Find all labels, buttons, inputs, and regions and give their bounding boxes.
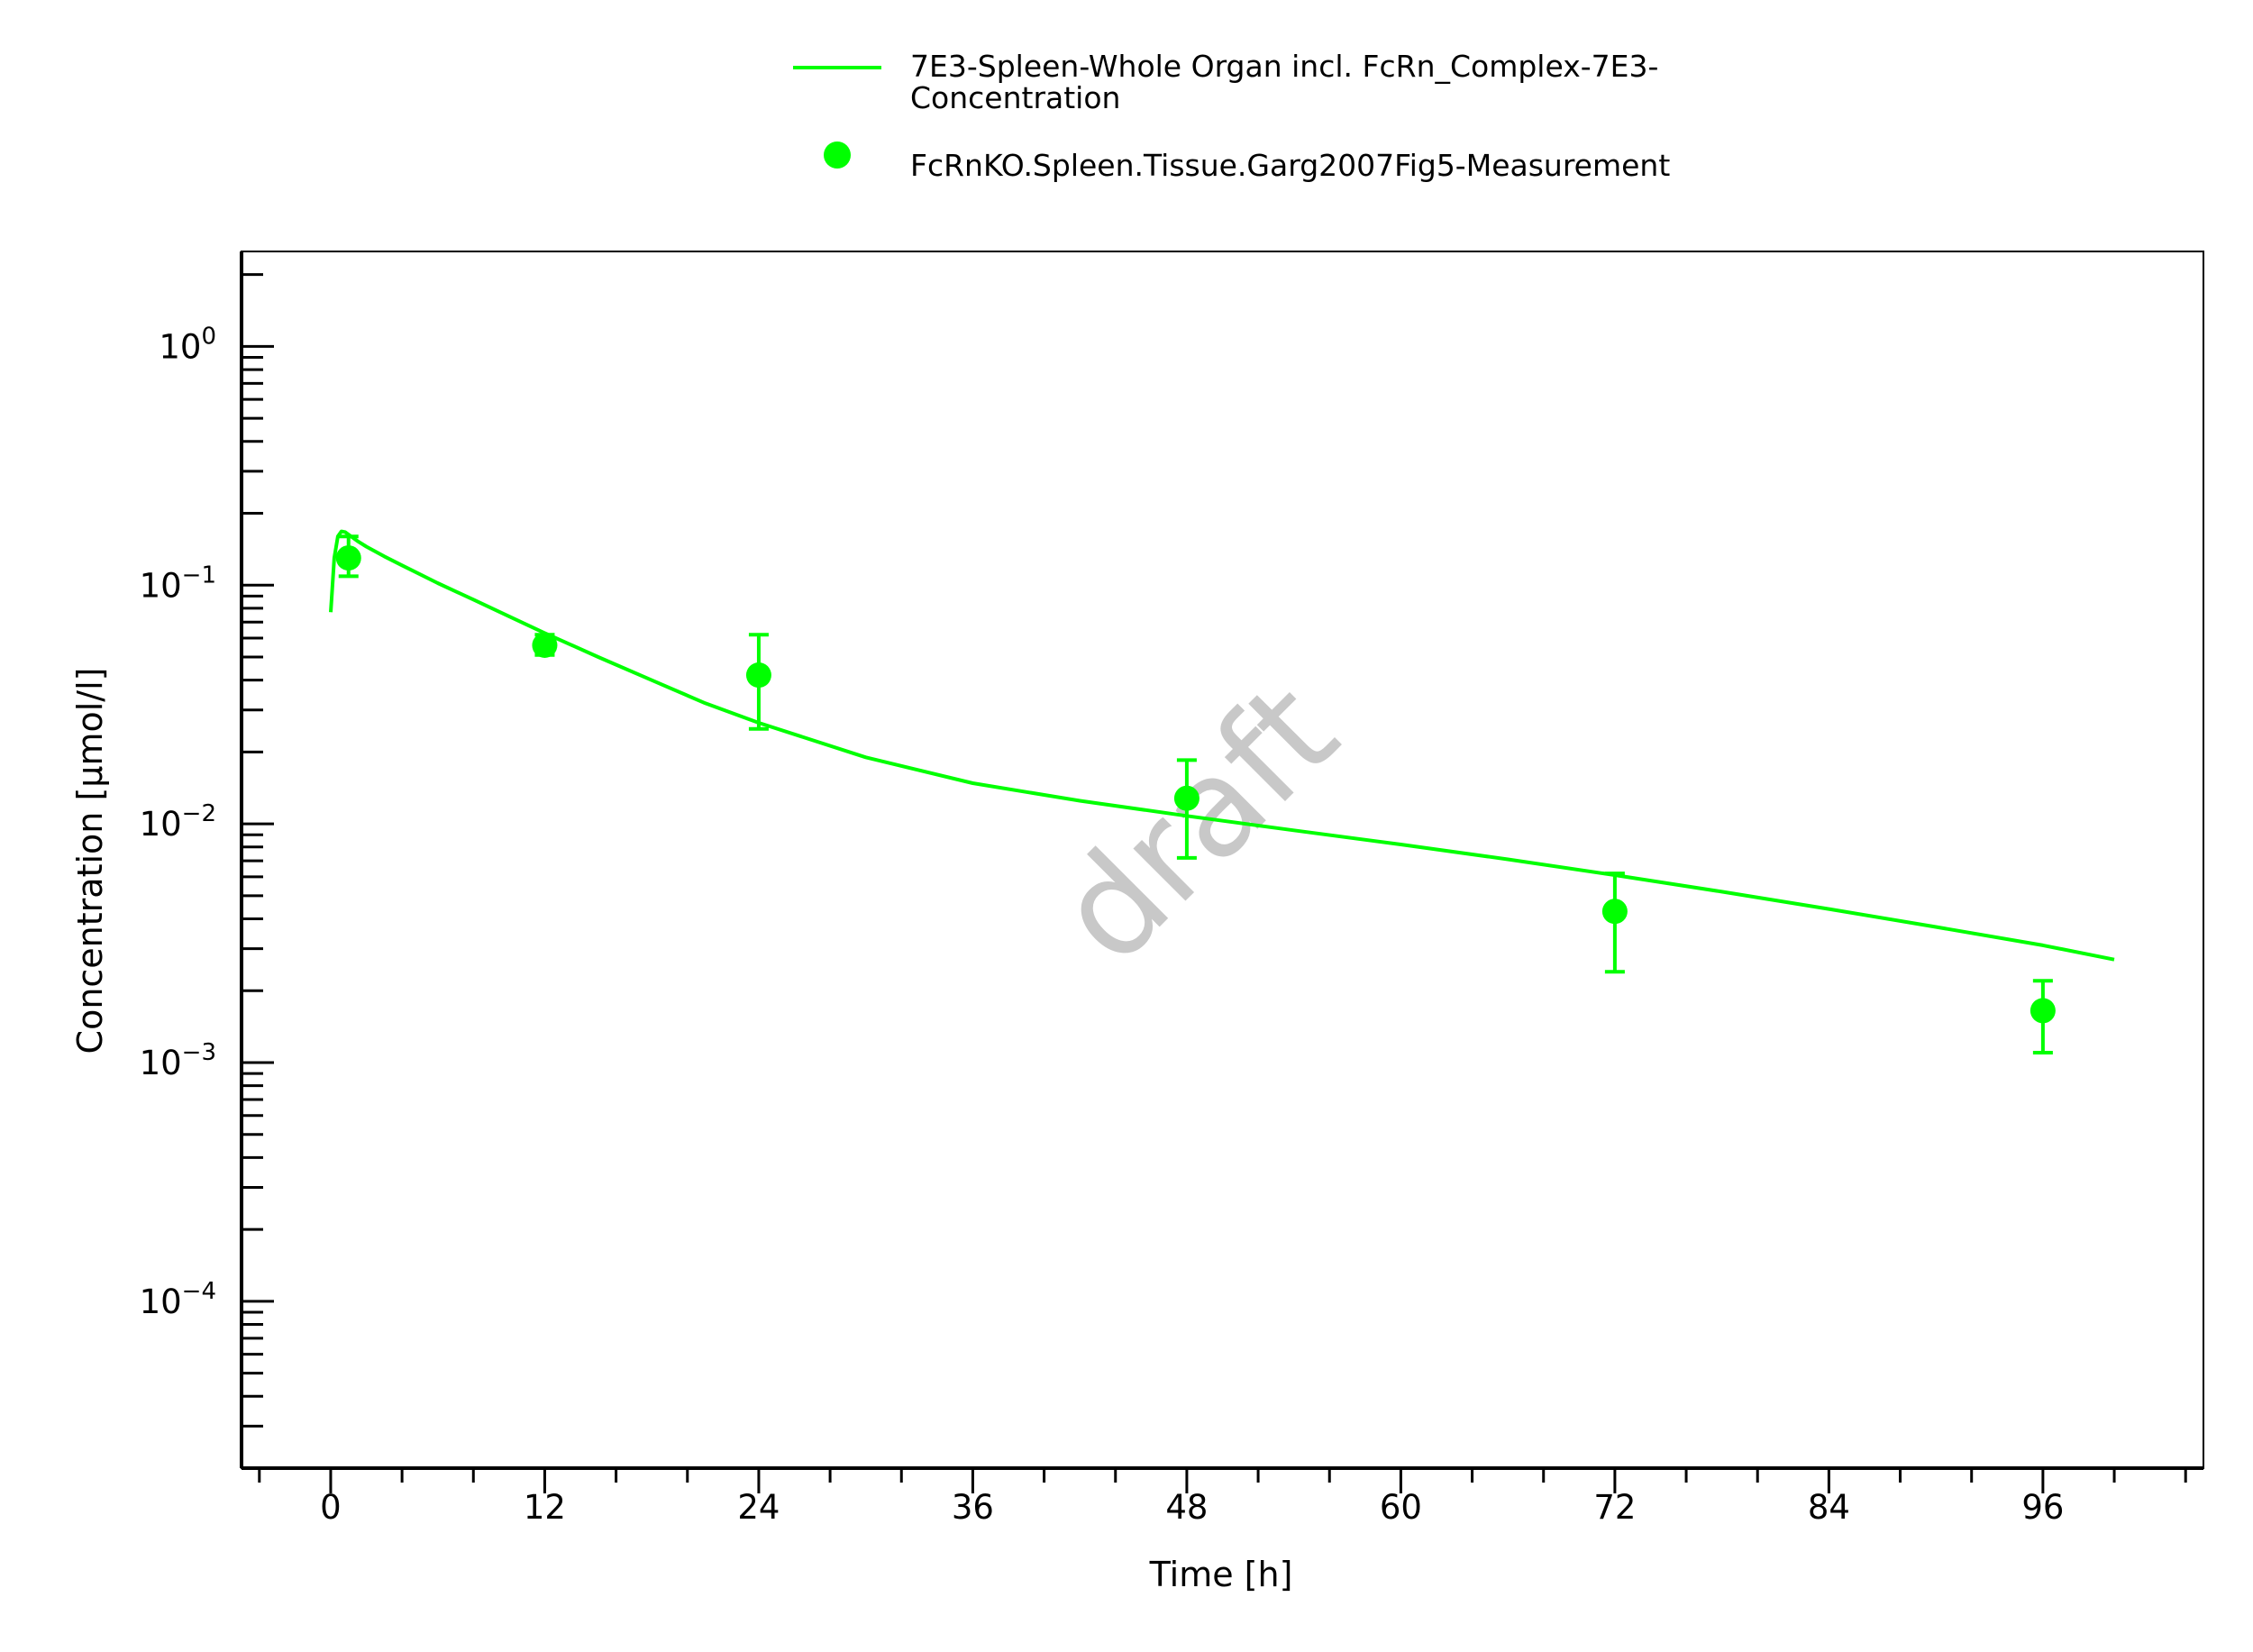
measurement-point bbox=[745, 662, 771, 689]
x-tick-label: 36 bbox=[952, 1488, 994, 1527]
y-axis-title: Concentration [µmol/l] bbox=[70, 668, 110, 1054]
legend: 7E3-Spleen-Whole Organ incl. FcRn_Comple… bbox=[793, 49, 1670, 183]
measurement-point-group bbox=[745, 633, 771, 731]
measurement-point bbox=[1173, 785, 1199, 811]
x-tick-label: 24 bbox=[737, 1488, 780, 1527]
x-tick-label: 12 bbox=[524, 1488, 566, 1527]
legend-line-label-1: 7E3-Spleen-Whole Organ incl. FcRn_Comple… bbox=[910, 49, 1658, 84]
x-axis-title: Time [h] bbox=[1149, 1555, 1293, 1594]
measurement-point bbox=[335, 545, 361, 571]
x-tick-label: 48 bbox=[1165, 1488, 1208, 1527]
x-tick-label: 60 bbox=[1380, 1488, 1422, 1527]
measurement-point-group bbox=[1173, 758, 1199, 860]
measurement-point-group bbox=[1601, 872, 1628, 974]
x-tick-label: 72 bbox=[1593, 1488, 1636, 1527]
y-axis: 100 10−1 10−2 10−3 10−4 bbox=[140, 251, 274, 1470]
x-tick-label: 84 bbox=[1808, 1488, 1850, 1527]
y-tick-label: 10−3 bbox=[140, 1039, 216, 1082]
legend-line-label-2: Concentration bbox=[910, 80, 1120, 115]
draft-watermark: draft bbox=[1028, 654, 1367, 993]
measurement-point-group bbox=[2030, 979, 2056, 1055]
series-layer bbox=[329, 529, 2115, 1055]
y-tick-label: 10−2 bbox=[140, 800, 216, 844]
legend-marker-swatch bbox=[824, 141, 851, 169]
measurement-point-group bbox=[335, 534, 361, 579]
y-tick-label: 10−1 bbox=[140, 561, 216, 605]
measurement-point bbox=[1601, 899, 1628, 925]
x-axis: 0 12 24 36 48 60 72 84 96 bbox=[242, 1466, 2203, 1527]
legend-marker-label: FcRnKO.Spleen.Tissue.Garg2007Fig5-Measur… bbox=[910, 148, 1670, 183]
x-tick-label: 0 bbox=[320, 1488, 342, 1527]
measurement-point-group bbox=[532, 632, 558, 658]
measurement-point bbox=[532, 632, 558, 658]
y-tick-label: 10−4 bbox=[140, 1278, 216, 1321]
x-tick-label: 96 bbox=[2021, 1488, 2064, 1527]
measurement-point bbox=[2030, 998, 2056, 1024]
y-tick-label: 100 bbox=[159, 323, 216, 366]
